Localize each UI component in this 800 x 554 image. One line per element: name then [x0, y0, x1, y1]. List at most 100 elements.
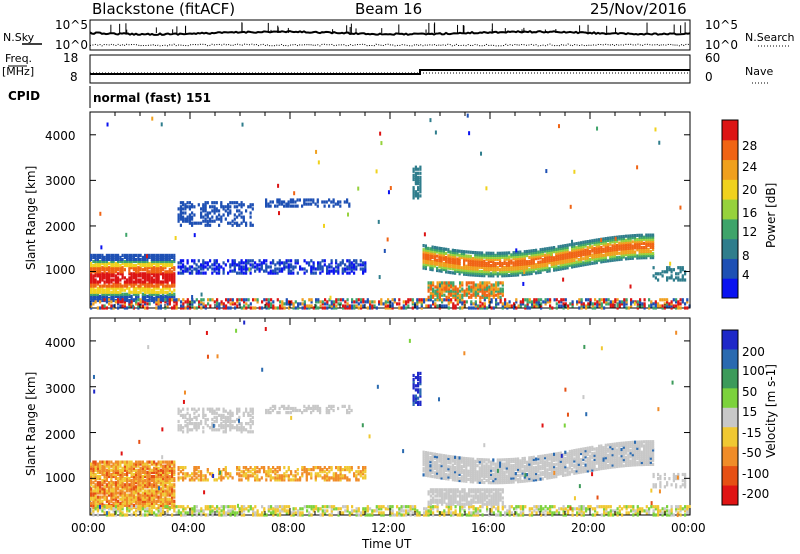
power-cell	[108, 298, 111, 302]
power-cell	[544, 255, 547, 259]
power-cell	[530, 265, 533, 269]
velocity-cell	[114, 505, 117, 509]
power-cell	[438, 259, 441, 263]
power-cell	[101, 278, 104, 282]
velocity-cell	[184, 413, 187, 417]
velocity-cell	[274, 468, 277, 472]
velocity-cell	[137, 487, 140, 491]
power-cell	[303, 259, 306, 263]
power-cell	[530, 257, 533, 261]
power-cell	[278, 263, 281, 267]
power-cell	[121, 268, 124, 272]
power-cell	[202, 209, 205, 213]
velocity-cell	[202, 409, 205, 413]
power-cell	[625, 249, 628, 253]
power-cell	[503, 272, 506, 276]
power-cell	[182, 263, 185, 267]
power-cell	[595, 246, 598, 250]
power-cell	[629, 252, 632, 256]
velocity-cell	[99, 462, 102, 466]
power-cell	[105, 300, 108, 304]
power-cell	[146, 270, 149, 274]
power-cell	[532, 265, 535, 269]
power-cell	[188, 267, 191, 271]
velocity-cell	[204, 422, 207, 426]
velocity-cell	[285, 470, 288, 474]
power-cell	[458, 268, 461, 272]
power-cell	[577, 241, 580, 245]
power-cell	[616, 239, 619, 243]
power-cell	[135, 278, 138, 282]
velocity-cell	[90, 462, 93, 466]
power-cell	[495, 287, 498, 291]
velocity-cell	[249, 470, 252, 474]
power-cell	[613, 254, 616, 258]
power-cell	[200, 265, 203, 269]
power-cell	[460, 251, 463, 256]
power-cell	[433, 264, 436, 268]
velocity-cell	[195, 409, 198, 413]
power-cell	[353, 304, 356, 308]
power-cell	[312, 263, 315, 267]
velocity-cell	[146, 497, 149, 501]
velocity-cell	[144, 497, 147, 501]
power-cell	[171, 253, 174, 257]
velocity-cell	[326, 472, 329, 476]
velocity-cell	[213, 419, 216, 424]
power-cell	[672, 298, 675, 302]
power-cell	[505, 265, 508, 269]
power-cell	[162, 284, 165, 288]
power-cell	[589, 298, 592, 302]
power-cell	[647, 237, 650, 241]
velocity-cell	[236, 426, 239, 430]
power-cell	[344, 269, 347, 273]
power-cell	[483, 293, 486, 297]
power-cell	[558, 300, 561, 304]
velocity-cell	[157, 511, 160, 515]
power-cell	[292, 306, 295, 310]
power-cell	[476, 273, 479, 277]
velocity-cell	[202, 411, 205, 415]
velocity-cell	[211, 472, 214, 476]
power-cell	[112, 253, 115, 257]
power-cell	[135, 292, 138, 296]
power-cell	[568, 255, 571, 259]
power-cell	[499, 253, 502, 257]
power-cell	[495, 285, 498, 289]
power-cell	[441, 287, 444, 291]
velocity-cell	[139, 495, 142, 499]
power-cell	[584, 262, 587, 267]
power-cell	[213, 300, 216, 304]
power-cell	[474, 259, 477, 263]
power-cell	[505, 263, 508, 267]
power-cell	[412, 186, 415, 190]
velocity-cell	[123, 485, 126, 489]
power-cell	[188, 217, 191, 221]
velocity-cell	[114, 507, 117, 511]
power-cell	[429, 293, 432, 297]
velocity-cell	[94, 468, 97, 472]
power-cell	[229, 211, 232, 215]
noise-sky-line	[89, 29, 691, 36]
power-cell	[114, 278, 117, 282]
power-cell	[265, 198, 268, 202]
velocity-cell	[123, 491, 126, 495]
power-cell	[108, 276, 111, 280]
power-cell	[171, 290, 174, 294]
power-cell	[603, 306, 606, 310]
power-cell	[470, 281, 473, 285]
velocity-cell	[303, 468, 306, 472]
power-cell	[460, 253, 463, 258]
velocity-cell	[195, 417, 198, 422]
power-cell	[105, 276, 108, 280]
power-cell	[206, 213, 209, 217]
power-cell	[341, 267, 344, 271]
power-cell	[177, 213, 180, 217]
power-cell	[652, 302, 655, 306]
power-cell	[593, 255, 596, 259]
velocity-cell	[157, 481, 160, 485]
velocity-cell	[157, 491, 160, 495]
power-cell	[182, 302, 185, 306]
power-speckle	[636, 165, 639, 170]
power-cell	[417, 196, 420, 200]
